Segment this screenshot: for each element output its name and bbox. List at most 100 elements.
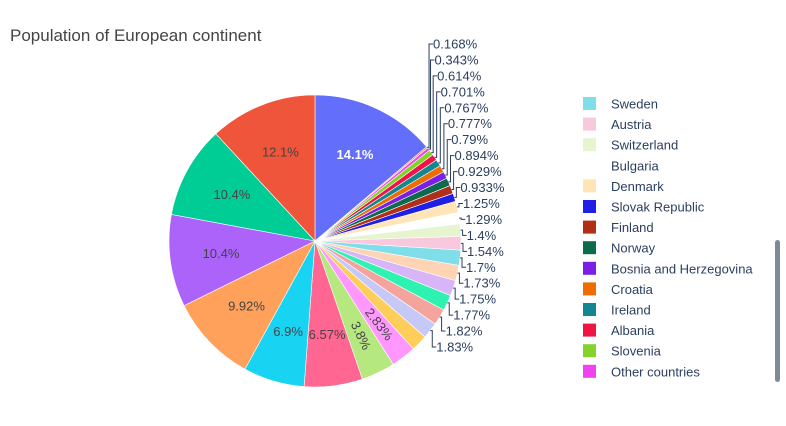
slice-label-outside: 0.767% [444,100,489,115]
legend-label: Albania [611,323,655,338]
pie-slice[interactable] [168,214,316,307]
slice-label: 10.4% [203,246,240,261]
leader-line [441,123,448,170]
legend-label: Sweden [611,97,658,112]
leader-line [454,187,461,198]
pie-slice[interactable] [215,94,316,242]
legend-swatch [583,241,596,255]
slice-label-outside: 1.77% [453,308,490,323]
legend-swatch [583,344,596,358]
slice-label: 12.1% [262,145,299,160]
legend-swatch [583,220,596,234]
legend-item[interactable]: Other countries [583,364,700,379]
legend-item[interactable]: Slovenia [583,344,662,359]
legend-swatch [583,323,596,337]
pie-outside-labels: 0.168%0.343%0.614%0.701%0.767%0.777%0.79… [433,37,505,355]
leader-line [428,59,435,150]
slice-label-outside: 1.29% [465,212,502,227]
leader-line [456,202,463,208]
leader-line [430,330,437,348]
leader-line [438,107,445,164]
slice-label-outside: 1.25% [463,196,500,211]
leader-line [460,257,467,268]
legend-item[interactable]: Bosnia and Herzegovina [583,261,753,276]
legend-item[interactable]: Sweden [583,97,658,112]
legend-label: Ireland [611,303,651,318]
legend-item[interactable]: Slovak Republic [583,200,705,215]
legend-label: Bosnia and Herzegovina [611,261,753,276]
leader-line [459,217,466,220]
legend-swatch [583,97,596,110]
legend-item[interactable]: Croatia [583,282,654,297]
slice-label: 14.1% [337,147,374,162]
slice-label-outside: 1.4% [467,228,497,243]
pie-leader-lines [427,43,467,348]
legend-item[interactable]: Switzerland [583,138,678,153]
leader-line [427,43,434,148]
legend-swatch [583,364,596,378]
legend-item[interactable]: Denmark [583,179,664,194]
leader-line [460,242,467,252]
legend-label: Switzerland [611,138,678,153]
leader-line [448,155,455,183]
legend-swatch [583,303,596,316]
legend-label: Norway [611,241,656,256]
slice-label-outside: 1.54% [467,244,504,259]
slice-label-outside: 0.614% [437,68,482,83]
legend-label: Bulgaria [611,158,659,173]
leader-line [451,171,458,190]
slice-label-outside: 0.933% [460,180,505,195]
slice-label-outside: 0.168% [433,37,478,52]
leader-line [447,302,454,316]
legend-item[interactable]: Norway [583,241,656,256]
legend[interactable]: Sweden Austria Switzerland Bulgaria Denmark S… [583,97,753,380]
slice-label-outside: 1.82% [446,324,483,339]
slice-label: 6.9% [273,324,303,339]
leader-line [460,229,467,236]
legend-item[interactable]: Albania [583,323,655,338]
leader-line [434,91,441,158]
slice-label-outside: 1.83% [436,340,473,355]
pie-slice[interactable] [314,94,427,242]
legend-label: Slovenia [611,344,662,359]
pie-slices [168,94,462,388]
slice-label-outside: 0.79% [451,132,488,147]
leader-line [431,75,438,154]
legend-item[interactable]: Austria [583,117,652,132]
legend-swatch [583,200,596,213]
legend-item[interactable]: Bulgaria [583,158,659,173]
legend-label: Slovak Republic [611,200,705,215]
legend-swatch [583,138,596,152]
slice-label: 6.57% [309,327,346,342]
slice-label-outside: 0.343% [435,52,480,67]
legend-swatch [583,117,596,131]
slice-label: 10.4% [213,187,250,202]
leader-line [439,316,446,332]
legend-label: Other countries [611,364,700,379]
legend-item[interactable]: Ireland [583,303,651,318]
leader-line [453,287,460,300]
legend-swatch [583,179,596,193]
chart-title: Population of European continent [10,26,262,45]
legend-label: Finland [611,220,654,235]
legend-label: Denmark [611,179,664,194]
legend-label: Austria [611,117,652,132]
legend-scrollbar[interactable] [775,240,780,382]
slice-label-outside: 1.75% [459,292,496,307]
slice-label-outside: 0.894% [454,148,499,163]
slice-label-outside: 0.777% [448,116,493,131]
legend-swatch [583,158,596,172]
legend-swatch [583,261,596,275]
slice-label-outside: 1.73% [463,276,500,291]
leader-line [445,139,452,176]
slice-label-outside: 1.7% [466,260,496,275]
pie-slice[interactable] [183,240,316,370]
slice-label-outside: 0.701% [441,84,486,99]
legend-swatch [583,282,596,296]
legend-label: Croatia [611,282,654,297]
leader-line [457,272,464,284]
legend-item[interactable]: Finland [583,220,654,235]
pie-slice[interactable] [171,133,316,242]
slice-label: 9.92% [228,299,265,314]
